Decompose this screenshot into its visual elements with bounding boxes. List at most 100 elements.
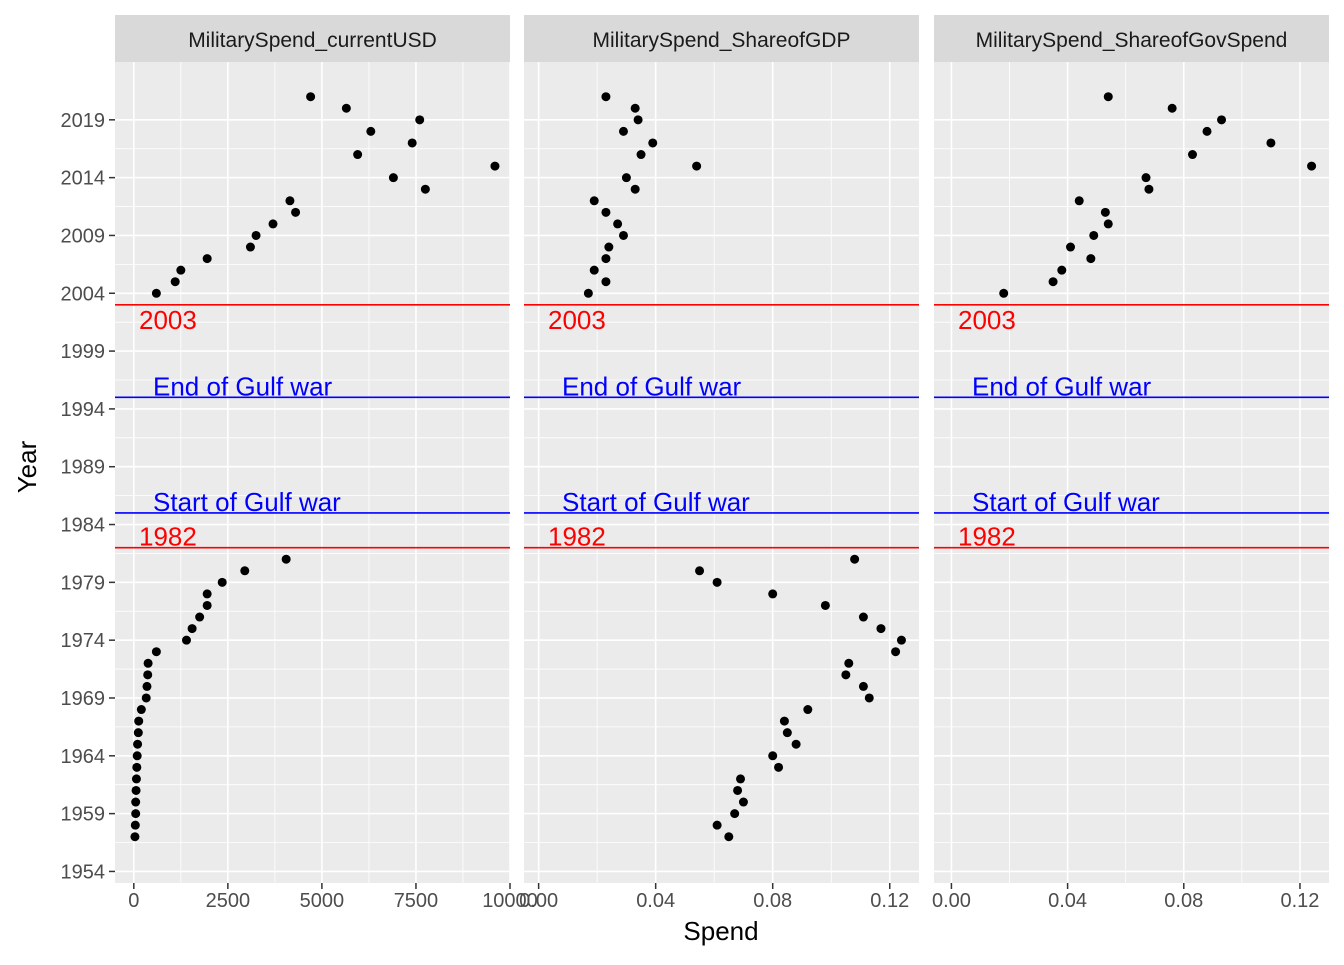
reference-line-label: 2003 <box>958 305 1016 335</box>
data-point <box>844 658 854 668</box>
data-point <box>306 92 316 102</box>
facet-title: MilitarySpend_ShareofGDP <box>593 29 851 52</box>
data-point <box>604 242 614 252</box>
data-point <box>621 173 631 183</box>
y-tick-label: 2009 <box>61 225 106 247</box>
y-tick-label: 1959 <box>61 804 106 826</box>
x-tick-label: 7500 <box>394 890 439 912</box>
data-point <box>1144 184 1154 194</box>
data-point <box>1187 150 1197 160</box>
data-point <box>143 658 153 668</box>
reference-line-label: 2003 <box>139 305 197 335</box>
data-point <box>1100 207 1110 217</box>
x-tick-label: 10000 <box>482 890 538 912</box>
data-point <box>217 577 227 587</box>
data-point <box>999 288 1009 298</box>
data-point <box>202 254 212 264</box>
data-point <box>134 716 144 726</box>
x-tick-label: 0.12 <box>870 890 909 912</box>
panel-background <box>115 62 510 883</box>
data-point <box>712 820 722 830</box>
data-point <box>131 785 141 795</box>
data-point <box>353 150 363 160</box>
data-point <box>820 600 830 610</box>
reference-line-label: Start of Gulf war <box>972 487 1160 517</box>
data-point <box>791 739 801 749</box>
data-point <box>841 670 851 680</box>
facet-title: MilitarySpend_currentUSD <box>188 29 437 52</box>
x-tick-label: 0.12 <box>1280 890 1319 912</box>
data-point <box>143 670 153 680</box>
data-point <box>712 577 722 587</box>
y-tick-label: 1994 <box>61 399 106 421</box>
data-point <box>583 288 593 298</box>
data-point <box>1066 242 1076 252</box>
data-point <box>724 832 734 842</box>
reference-line-label: 1982 <box>958 522 1016 552</box>
data-point <box>142 681 152 691</box>
data-point <box>768 751 778 761</box>
y-tick-label: 2019 <box>61 110 106 132</box>
y-tick-label: 1984 <box>61 515 106 537</box>
data-point <box>589 196 599 206</box>
data-point <box>891 647 901 657</box>
x-tick-label: 0.04 <box>636 890 675 912</box>
data-point <box>1057 265 1067 275</box>
data-point <box>132 751 142 761</box>
reference-line-label: 1982 <box>548 522 606 552</box>
y-tick-label: 1974 <box>61 630 106 652</box>
data-point <box>187 624 197 634</box>
data-point <box>291 207 301 217</box>
x-tick-label: 0 <box>128 890 139 912</box>
data-point <box>415 115 425 125</box>
x-tick-label: 5000 <box>300 890 345 912</box>
data-point <box>589 265 599 275</box>
data-point <box>131 774 141 784</box>
data-point <box>285 196 295 206</box>
data-point <box>366 126 376 136</box>
y-tick-label: 1979 <box>61 572 106 594</box>
reference-line-label: End of Gulf war <box>562 371 742 401</box>
facet-title: MilitarySpend_ShareofGovSpend <box>976 29 1288 52</box>
data-point <box>648 138 658 148</box>
data-point <box>268 219 278 229</box>
data-point <box>864 693 874 703</box>
data-point <box>601 207 611 217</box>
data-point <box>692 161 702 171</box>
data-point <box>132 762 142 772</box>
data-point <box>407 138 417 148</box>
data-point <box>858 612 868 622</box>
data-point <box>1167 103 1177 113</box>
y-tick-label: 1989 <box>61 457 106 479</box>
facet-strip <box>934 15 1329 62</box>
data-point <box>1048 277 1058 287</box>
data-point <box>420 184 430 194</box>
data-point <box>636 150 646 160</box>
x-tick-label: 0.00 <box>519 890 558 912</box>
reference-line-label: End of Gulf war <box>153 371 333 401</box>
y-axis-title: Year <box>12 440 42 493</box>
data-point <box>1086 254 1096 264</box>
data-point <box>803 705 813 715</box>
data-point <box>774 762 784 772</box>
data-point <box>736 774 746 784</box>
facet-panel: MilitarySpend_ShareofGDP 0.00 0.04 0.08 0.12… <box>519 15 919 912</box>
data-point <box>245 242 255 252</box>
data-point <box>141 693 151 703</box>
data-point <box>202 600 212 610</box>
data-point <box>630 184 640 194</box>
data-point <box>601 277 611 287</box>
data-point <box>133 739 143 749</box>
data-point <box>151 288 161 298</box>
data-point <box>281 554 291 564</box>
data-point <box>490 161 500 171</box>
x-tick-label: 0.00 <box>932 890 971 912</box>
data-point <box>695 566 705 576</box>
x-axis-title: Spend <box>683 916 758 946</box>
data-point <box>1089 230 1099 240</box>
data-point <box>782 728 792 738</box>
data-point <box>131 809 141 819</box>
data-point <box>131 797 141 807</box>
data-point <box>1307 161 1317 171</box>
